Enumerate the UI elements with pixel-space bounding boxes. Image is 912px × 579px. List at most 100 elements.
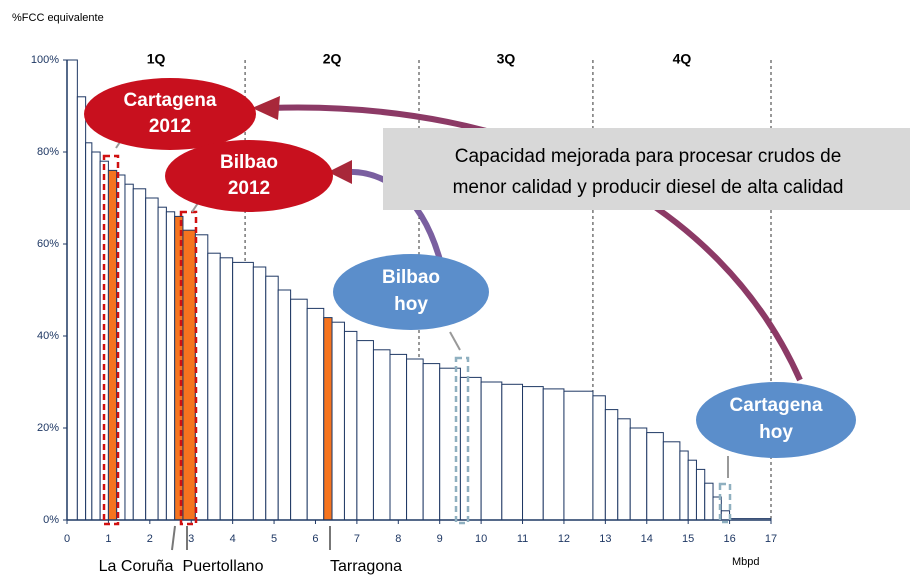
x-tick-label: 14 [641, 533, 653, 545]
bar [646, 432, 664, 521]
bar [323, 317, 333, 521]
annotation: Bilbao 2012 [165, 140, 333, 212]
highlight-box [102, 154, 120, 526]
bar [76, 96, 87, 521]
bar [157, 206, 167, 521]
bar [617, 418, 631, 521]
y-tick-label: 20% [37, 422, 59, 434]
annotation-text: Cartagena [124, 90, 217, 111]
bubble [333, 254, 489, 330]
annotation-text: Bilbao [382, 267, 440, 288]
bar [85, 142, 93, 521]
x-tick-label: 12 [558, 533, 570, 545]
bar [406, 358, 424, 521]
bar [252, 266, 267, 521]
bar [695, 468, 706, 521]
annotation-box: Capacidad mejorada para procesar crudos … [383, 128, 910, 210]
y-tick-label: 60% [37, 238, 59, 250]
x-tick-label: 9 [437, 533, 443, 545]
plot-area: 0%20%40%60%80%100%0 1 2 3 4 5 6 7 8 9 10 11 12 13 14 15… [31, 51, 777, 545]
x-tick-label: 10 [475, 533, 487, 545]
quartile-label: 1Q [147, 51, 166, 67]
refinery-label: Tarragona [330, 558, 402, 575]
annotation-text: 2012 [228, 178, 270, 199]
bar [422, 363, 441, 521]
bubble [84, 78, 256, 150]
bar [145, 197, 159, 521]
pointer [171, 525, 176, 551]
x-axis-title: Mbpd [732, 556, 760, 568]
quartile-label: 4Q [673, 51, 692, 67]
bar [480, 381, 503, 521]
x-tick-label: 7 [354, 533, 360, 545]
x-tick-label: 5 [271, 533, 277, 545]
annotation: Cartagena 2012 [84, 78, 256, 150]
x-tick-label: 11 [517, 533, 528, 545]
x-tick-label: 17 [765, 533, 777, 545]
annotation-text: hoy [394, 294, 428, 315]
bar [165, 211, 176, 521]
bar [372, 349, 391, 521]
bar [219, 257, 234, 521]
refinery-label: La Coruña [99, 558, 174, 575]
y-tick-label: 100% [31, 54, 59, 66]
bar [132, 188, 147, 521]
bar [91, 151, 101, 521]
bar [207, 252, 221, 521]
bar [389, 353, 408, 521]
bar [720, 510, 731, 521]
quartile-label: 2Q [323, 51, 342, 67]
bar [107, 169, 118, 521]
bar [459, 376, 482, 521]
bar [522, 386, 544, 521]
arrow-head [252, 96, 280, 120]
bar [265, 275, 279, 521]
bar [277, 289, 292, 521]
pointer [449, 331, 461, 351]
box [383, 128, 910, 210]
bar [629, 427, 648, 521]
bar [662, 441, 681, 521]
x-tick-label: 0 [64, 533, 70, 545]
x-tick-label: 16 [723, 533, 735, 545]
annotation-text: Bilbao [220, 152, 278, 173]
bar [356, 340, 374, 521]
annotation-text: Capacidad mejorada para procesar crudos … [455, 146, 842, 167]
annotation-text: 2012 [149, 116, 191, 137]
bar [290, 298, 308, 521]
bar [501, 383, 524, 521]
annotation: Bilbao hoy [333, 254, 489, 330]
x-tick-label: 4 [230, 533, 236, 545]
x-tick-label: 8 [395, 533, 401, 545]
y-tick-label: 80% [37, 146, 59, 158]
annotation-text: hoy [759, 422, 793, 443]
y-axis-title: %FCC equivalente [12, 12, 104, 24]
bar [704, 482, 714, 521]
y-tick-label: 40% [37, 330, 59, 342]
bar [232, 261, 254, 521]
bar [331, 321, 345, 521]
bubble [696, 382, 856, 458]
highlight-box [718, 482, 732, 524]
bar [563, 390, 594, 521]
annotation: Cartagena hoy [696, 382, 856, 458]
annotation-text: Cartagena [730, 395, 823, 416]
bar [66, 59, 78, 521]
bar [439, 367, 461, 521]
bar [679, 450, 689, 521]
x-tick-label: 6 [312, 533, 318, 545]
bar [604, 409, 619, 521]
bar [542, 388, 565, 521]
y-tick-label: 0% [43, 514, 59, 526]
bar [687, 459, 697, 521]
x-tick-label: 3 [188, 533, 194, 545]
bar [343, 330, 358, 521]
bubble [165, 140, 333, 212]
x-tick-label: 2 [147, 533, 153, 545]
bar [306, 307, 325, 521]
bar [592, 395, 606, 521]
bar [182, 229, 196, 521]
highlight-box [179, 210, 198, 526]
quartile-label: 3Q [497, 51, 516, 67]
x-tick-label: 1 [105, 533, 111, 545]
